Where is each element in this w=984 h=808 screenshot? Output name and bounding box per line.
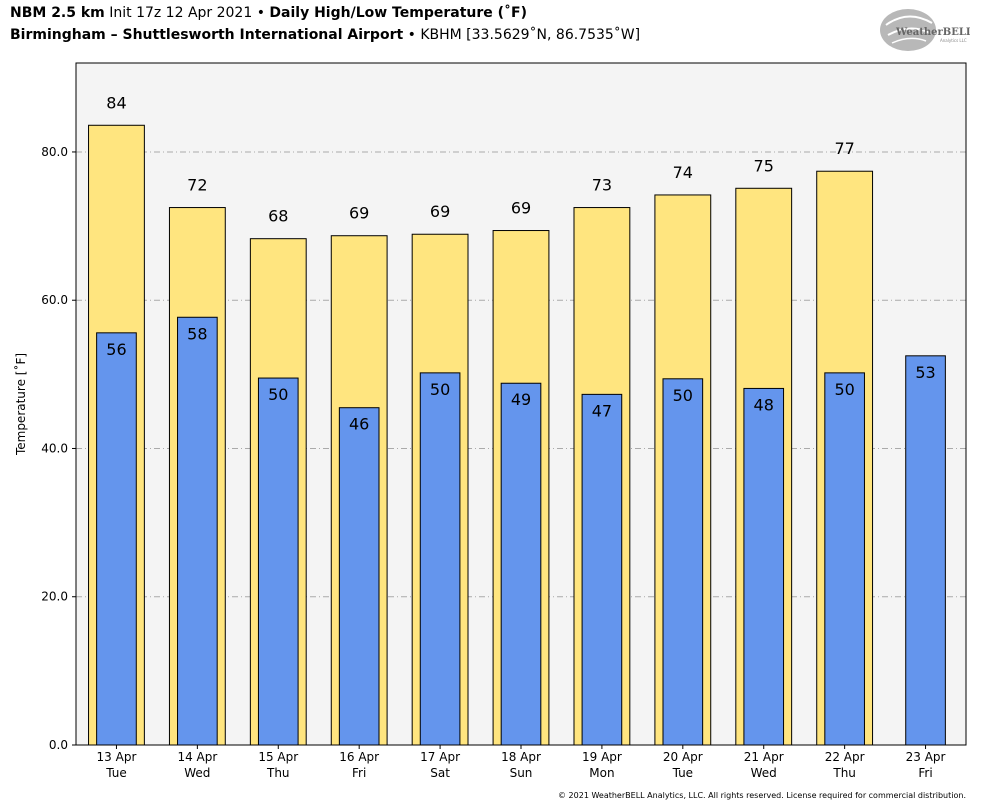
x-tick-label-day: Fri xyxy=(352,766,366,780)
x-tick-label-date: 20 Apr xyxy=(663,750,703,764)
x-tick-label-date: 15 Apr xyxy=(258,750,298,764)
high-value-label: 72 xyxy=(187,176,207,195)
x-tick-label-date: 16 Apr xyxy=(339,750,379,764)
high-value-label: 68 xyxy=(268,207,288,226)
low-value-label: 46 xyxy=(349,415,369,434)
low-bar xyxy=(662,378,704,746)
low-bar xyxy=(96,332,137,746)
low-value-label: 49 xyxy=(511,390,531,409)
low-value-label: 50 xyxy=(430,380,450,399)
low-value-label: 53 xyxy=(915,363,935,382)
station-name: Birmingham – Shuttlesworth International… xyxy=(10,27,404,43)
x-tick-label-day: Mon xyxy=(589,766,614,780)
x-tick-label-day: Tue xyxy=(105,766,127,780)
bars: 84 56 72 58 68 50 69 46 69 50 69 49 73 47 74 50 75 48 77 50… xyxy=(88,93,946,746)
x-tick-label-day: Wed xyxy=(184,766,210,780)
low-bar xyxy=(257,377,299,746)
low-value-label: 58 xyxy=(187,324,207,343)
low-bar xyxy=(177,316,218,746)
low-value-label: 48 xyxy=(754,395,774,414)
high-value-label: 84 xyxy=(106,93,126,112)
copyright-notice: © 2021 WeatherBELL Analytics, LLC. All r… xyxy=(558,791,966,800)
x-tick-label-date: 22 Apr xyxy=(825,750,865,764)
low-bar xyxy=(338,407,380,746)
x-tick-label-day: Fri xyxy=(918,766,932,780)
y-axis-label: Temperature [˚F] xyxy=(13,353,28,456)
product-name: Daily High/Low Temperature (˚F) xyxy=(269,5,527,21)
high-value-label: 77 xyxy=(834,139,854,158)
x-tick-label-date: 17 Apr xyxy=(420,750,460,764)
y-tick-label: 80.0 xyxy=(41,145,68,159)
low-value-label: 56 xyxy=(106,340,126,359)
x-tick-label-day: Tue xyxy=(672,766,694,780)
y-tick-label: 0.0 xyxy=(49,738,68,752)
station-info: KBHM [33.5629˚N, 86.7535˚W] xyxy=(420,27,641,43)
low-bar xyxy=(905,355,946,746)
x-tick-label-date: 19 Apr xyxy=(582,750,622,764)
logo-subtext: Analytics LLC xyxy=(940,38,967,43)
x-tick-label-date: 21 Apr xyxy=(744,750,784,764)
low-bar xyxy=(500,382,542,746)
weatherbell-logo: WeatherBELL Analytics LLC xyxy=(880,9,970,51)
low-value-label: 50 xyxy=(268,385,288,404)
low-value-label: 47 xyxy=(592,401,612,420)
title-bullet: • xyxy=(256,5,265,21)
high-value-label: 69 xyxy=(349,204,369,223)
x-tick-label-day: Thu xyxy=(266,766,290,780)
low-bar xyxy=(581,393,623,746)
logo-text: WeatherBELL xyxy=(895,27,970,38)
init-time: Init 17z 12 Apr 2021 xyxy=(109,5,253,21)
x-tick-label-date: 23 Apr xyxy=(906,750,946,764)
x-tick-label-day: Sun xyxy=(510,766,533,780)
y-tick-label: 20.0 xyxy=(41,590,68,604)
low-bar xyxy=(419,372,461,746)
high-value-label: 74 xyxy=(673,163,693,182)
y-tick-label: 60.0 xyxy=(41,293,68,307)
y-axis: 0.0 20.0 40.0 60.0 80.0 xyxy=(41,145,76,752)
x-tick-label-date: 13 Apr xyxy=(97,750,137,764)
x-tick-label-date: 18 Apr xyxy=(501,750,541,764)
low-bar xyxy=(743,387,785,746)
subtitle-bullet: • xyxy=(407,27,416,43)
high-value-label: 73 xyxy=(592,176,612,195)
x-tick-label-date: 14 Apr xyxy=(177,750,217,764)
model-name: NBM 2.5 km xyxy=(10,5,105,21)
high-value-label: 69 xyxy=(430,202,450,221)
x-tick-label-day: Sat xyxy=(430,766,450,780)
x-tick-label-day: Thu xyxy=(832,766,856,780)
low-bar xyxy=(824,372,865,746)
high-value-label: 75 xyxy=(754,156,774,175)
y-tick-label: 40.0 xyxy=(41,441,68,455)
chart-title: NBM 2.5 km Init 17z 12 Apr 2021 • Daily … xyxy=(10,5,527,21)
low-value-label: 50 xyxy=(834,380,854,399)
high-value-label: 69 xyxy=(511,199,531,218)
chart-subtitle: Birmingham – Shuttlesworth International… xyxy=(10,27,640,43)
x-axis: 13 Apr Tue 14 Apr Wed 15 Apr Thu 16 Apr Fri 17 A… xyxy=(97,745,946,780)
low-value-label: 50 xyxy=(673,386,693,405)
x-tick-label-day: Wed xyxy=(751,766,777,780)
